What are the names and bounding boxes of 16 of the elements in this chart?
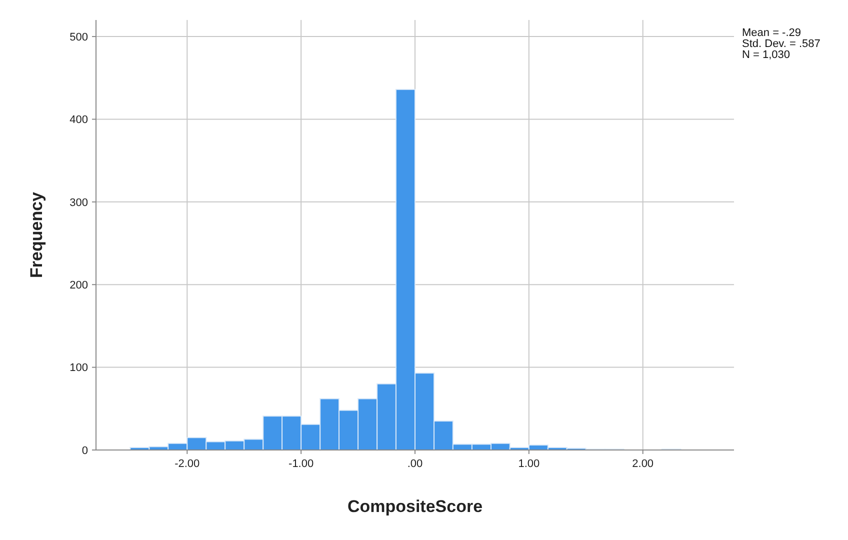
- y-tick-label: 400: [70, 114, 88, 126]
- y-tick-label: 100: [70, 362, 88, 374]
- y-tick-label: 500: [70, 31, 88, 44]
- x-tick-label: 1.00: [518, 458, 540, 470]
- y-axis-title: Frequency: [27, 191, 46, 278]
- x-tick-label: 2.00: [632, 458, 654, 470]
- x-axis-title: CompositeScore: [347, 497, 483, 516]
- text: Mean = -.29: [742, 27, 802, 39]
- x-tick-label: .00: [407, 458, 423, 470]
- x-tick-label: -2.00: [174, 458, 200, 470]
- y-tick-label: 200: [70, 279, 88, 292]
- y-tick-label: 300: [70, 196, 88, 209]
- y-tick-label: 0: [82, 444, 88, 457]
- text: Std. Dev. = .587: [742, 38, 820, 50]
- text: N = 1,030: [742, 49, 790, 61]
- x-tick-label: -1.00: [288, 458, 314, 470]
